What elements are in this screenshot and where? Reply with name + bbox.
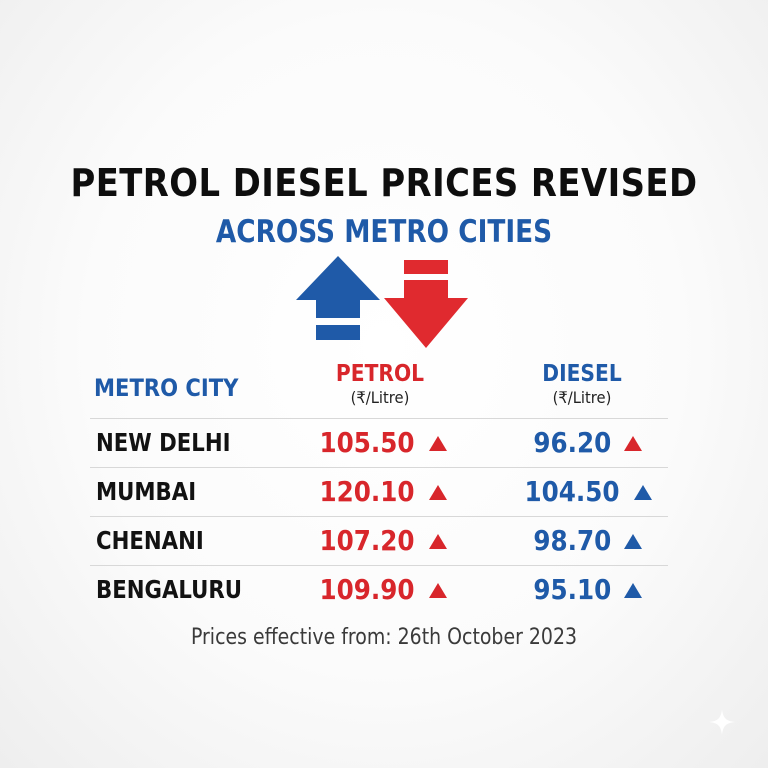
petrol-price-cell: 120.10 xyxy=(285,475,475,509)
table-header: METRO CITY PETROL (₹/Litre) DIESEL (₹/Li… xyxy=(90,360,668,419)
header-diesel-label: DIESEL xyxy=(542,361,622,387)
trend-up-icon xyxy=(429,435,448,451)
table-row: BENGALURU 109.90 95.10 xyxy=(90,566,668,614)
header-petrol: PETROL (₹/Litre) xyxy=(305,360,455,408)
table-row: NEW DELHI 105.50 96.20 xyxy=(90,419,668,468)
trend-up-icon xyxy=(429,582,448,598)
headline: PETROL DIESEL PRICES REVISED xyxy=(70,161,698,205)
city-name: MUMBAI xyxy=(96,477,197,506)
diesel-price-cell: 98.70 xyxy=(490,524,680,558)
sparkle-icon xyxy=(709,709,735,735)
trend-up-icon xyxy=(429,533,448,549)
arrow-up-icon xyxy=(296,256,380,340)
header-diesel: DIESEL (₹/Litre) xyxy=(507,360,657,408)
petrol-price-cell: 107.20 xyxy=(285,524,475,558)
header-metro-city: METRO CITY xyxy=(94,374,239,402)
trend-up-icon xyxy=(429,484,448,500)
trend-up-icon xyxy=(634,484,653,500)
diesel-price: 98.70 xyxy=(533,524,611,557)
city-name: CHENANI xyxy=(96,526,204,555)
city-name: NEW DELHI xyxy=(96,428,231,457)
diesel-price: 96.20 xyxy=(533,426,611,459)
trend-up-icon xyxy=(624,582,643,598)
trend-up-icon xyxy=(624,533,643,549)
petrol-price-cell: 105.50 xyxy=(285,426,475,460)
subheadline: ACROSS METRO CITIES xyxy=(215,214,553,250)
header-petrol-label: PETROL xyxy=(335,361,425,387)
header-petrol-unit: (₹/Litre) xyxy=(350,388,410,407)
table-row: MUMBAI 120.10 104.50 xyxy=(90,468,668,517)
price-change-arrows xyxy=(294,254,474,350)
diesel-price-cell: 95.10 xyxy=(490,573,680,607)
city-name: BENGALURU xyxy=(96,575,243,604)
diesel-price-cell: 104.50 xyxy=(490,475,680,509)
arrow-down-icon xyxy=(384,260,468,348)
petrol-price: 109.90 xyxy=(319,573,415,606)
diesel-price-cell: 96.20 xyxy=(490,426,680,460)
petrol-price: 105.50 xyxy=(319,426,415,459)
header-diesel-unit: (₹/Litre) xyxy=(552,388,612,407)
price-table: METRO CITY PETROL (₹/Litre) DIESEL (₹/Li… xyxy=(90,360,668,614)
petrol-price: 120.10 xyxy=(319,475,415,508)
effective-date-note: Prices effective from: 26th October 2023 xyxy=(190,625,578,650)
table-row: CHENANI 107.20 98.70 xyxy=(90,517,668,566)
petrol-price-cell: 109.90 xyxy=(285,573,475,607)
diesel-price: 104.50 xyxy=(524,475,620,508)
trend-up-icon xyxy=(624,435,643,451)
petrol-price: 107.20 xyxy=(319,524,415,557)
diesel-price: 95.10 xyxy=(533,573,611,606)
